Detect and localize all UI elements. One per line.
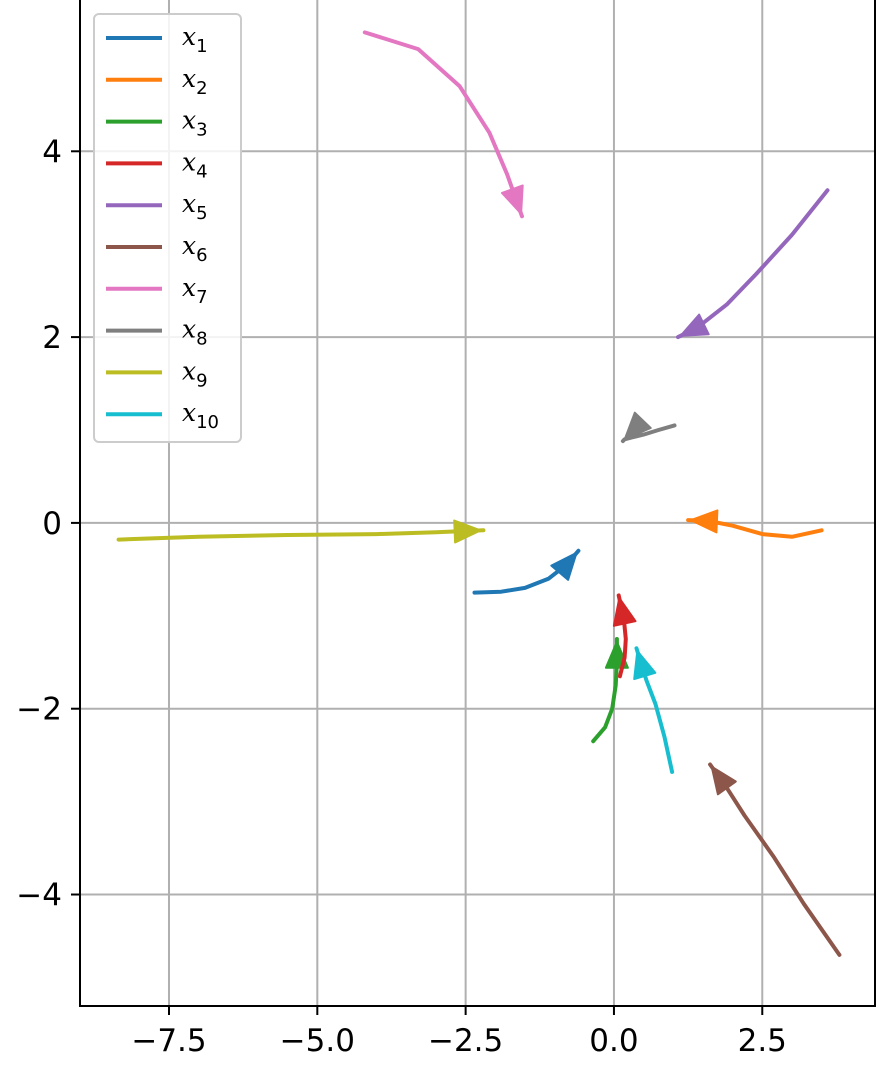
legend-label-x5: x5 — [182, 189, 208, 224]
legend-label-subscript: 4 — [196, 161, 207, 182]
legend-label-x8: x8 — [182, 315, 208, 350]
series-line-x9 — [116, 528, 486, 542]
series-layer — [116, 30, 842, 957]
series-arrow-x9 — [453, 519, 482, 544]
legend-label-x10: x10 — [182, 398, 219, 433]
legend-label-name: x — [182, 22, 196, 51]
y-tick-label: −2 — [16, 692, 62, 728]
legend-label-name: x — [182, 106, 196, 135]
legend-label-name: x — [182, 189, 196, 218]
grid — [80, 0, 875, 1006]
y-tick-label: 2 — [42, 320, 62, 356]
series-line-x7 — [362, 30, 524, 219]
legend-label-name: x — [182, 231, 196, 260]
legend-label-name: x — [182, 273, 196, 302]
x-tick-label: −7.5 — [131, 1023, 206, 1059]
legend-label-x9: x9 — [182, 356, 208, 391]
x-tick-label: 0.0 — [589, 1023, 638, 1059]
legend-label-name: x — [182, 64, 196, 93]
plot-frame — [79, 0, 876, 1007]
series-arrow-x4 — [612, 597, 637, 627]
legend-label-subscript: 2 — [196, 78, 207, 99]
y-tick-label: −4 — [16, 878, 62, 914]
series-line-x6 — [708, 762, 842, 957]
x-tick-label: −5.0 — [280, 1023, 355, 1059]
y-tick-label: 0 — [42, 506, 62, 542]
series-arrow-x6 — [710, 765, 737, 796]
legend-label-x2: x2 — [182, 64, 208, 99]
x-axis: −7.5 −5.0 −2.5 0.0 2.5 — [131, 1006, 787, 1059]
legend-label-x7: x7 — [182, 273, 208, 308]
y-tick-label: 4 — [42, 134, 62, 170]
legend-label-x3: x3 — [182, 106, 208, 141]
legend-label-x4: x4 — [182, 147, 208, 182]
legend-label-subscript: 3 — [196, 120, 207, 141]
legend-label-subscript: 1 — [196, 36, 207, 57]
series-arrow-x1 — [550, 551, 578, 581]
legend-label-subscript: 5 — [196, 203, 207, 224]
series-arrow-x7 — [501, 184, 524, 215]
x-tick-label: −2.5 — [428, 1023, 503, 1059]
y-axis: −4 −2 0 2 4 — [16, 134, 80, 914]
legend-label-x6: x6 — [182, 231, 208, 266]
legend-label-name: x — [182, 356, 196, 385]
series-arrow-x5 — [679, 313, 710, 337]
x-tick-label: 2.5 — [738, 1023, 787, 1059]
legend-label-name: x — [182, 398, 196, 427]
legend-label-name: x — [182, 315, 196, 344]
legend-label-subscript: 6 — [196, 245, 207, 266]
legend-label-subscript: 10 — [196, 412, 219, 433]
series-arrow-x2 — [689, 509, 719, 534]
legend-label-x1: x1 — [182, 22, 208, 57]
legend-label-name: x — [182, 147, 196, 176]
series-arrow-x10 — [633, 650, 657, 681]
legend-label-subscript: 7 — [196, 287, 207, 308]
legend-label-subscript: 8 — [196, 329, 207, 350]
legend-label-subscript: 9 — [196, 370, 207, 391]
series-arrow-x8 — [623, 411, 652, 441]
